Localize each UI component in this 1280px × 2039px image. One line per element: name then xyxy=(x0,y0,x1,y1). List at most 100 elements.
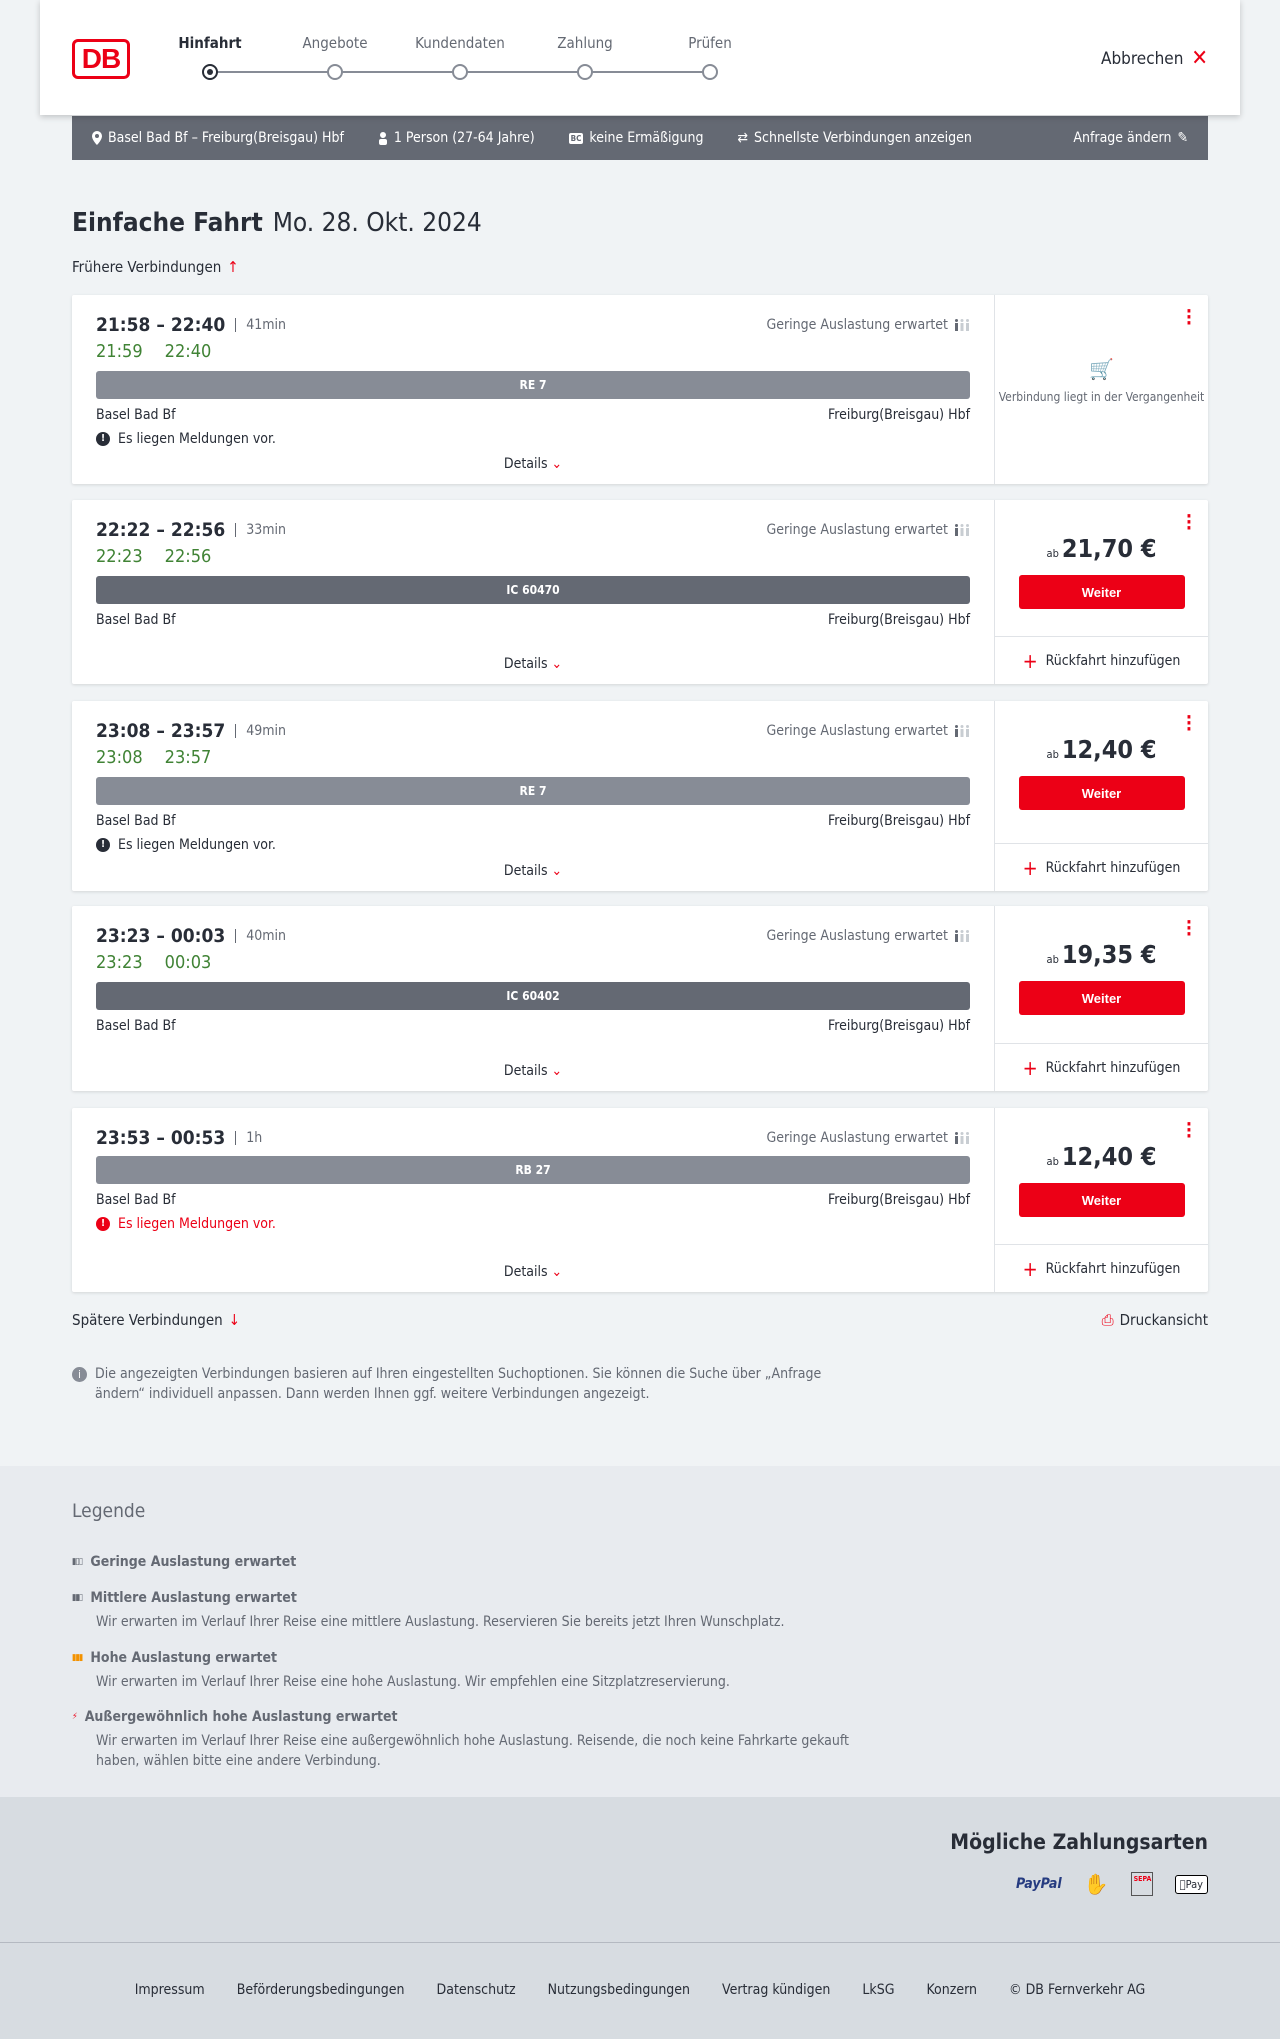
legend-item: ▮▯▯ Geringe Auslastung erwartet xyxy=(72,1554,297,1570)
details-toggle[interactable]: Details ⌄ xyxy=(503,456,563,472)
realtime-arrival: 22:56 xyxy=(164,546,212,567)
step-indicator[interactable] xyxy=(202,64,218,80)
realtime-arrival: 22:40 xyxy=(164,341,212,362)
realtime-departure: 23:08 xyxy=(96,747,143,768)
more-options-icon[interactable]: · · · xyxy=(1185,707,1192,740)
cancel-button[interactable]: Abbrechen ✕ xyxy=(1101,46,1208,71)
cart-unavailable-icon: 🛒 xyxy=(1089,357,1114,381)
discount: BC keine Ermäßigung xyxy=(568,130,704,146)
origin-station: Basel Bad Bf xyxy=(96,407,176,423)
plus-icon: + xyxy=(1022,1055,1038,1080)
continue-button[interactable]: Weiter xyxy=(1018,981,1185,1015)
add-return-button[interactable]: + Rückfahrt hinzufügen xyxy=(995,843,1208,891)
plus-icon: + xyxy=(1022,855,1038,880)
continue-button[interactable]: Weiter xyxy=(1018,776,1185,810)
cancel-label: Abbrechen xyxy=(1100,48,1184,69)
destination-station: Freiburg(Breisgau) Hbf xyxy=(827,1018,970,1034)
origin-station: Basel Bad Bf xyxy=(96,1192,176,1208)
step-indicator[interactable] xyxy=(452,64,468,80)
occupancy-indicator: Geringe Auslastung erwartet xyxy=(766,317,970,333)
schedule-times: 23:08 – 23:57 49min xyxy=(96,720,287,742)
details-toggle[interactable]: Details ⌄ xyxy=(503,1063,563,1079)
edit-request-button[interactable]: Anfrage ändern ✎ xyxy=(1073,130,1188,146)
occupancy-indicator: Geringe Auslastung erwartet xyxy=(766,1130,970,1146)
later-connections-link[interactable]: Spätere Verbindungen ↓ xyxy=(72,1311,241,1329)
alert-icon: ! xyxy=(96,432,110,446)
footer-link[interactable]: Konzern xyxy=(926,1982,977,1998)
realtime-departure: 23:23 xyxy=(96,952,143,973)
connection-card[interactable]: 23:23 – 00:03 40min Geringe Auslastung er… xyxy=(72,906,1208,1091)
person-icon xyxy=(378,131,387,145)
footer-link[interactable]: Vertrag kündigen xyxy=(722,1982,831,1998)
connection-card[interactable]: 22:22 – 22:56 33min Geringe Auslastung er… xyxy=(72,500,1208,684)
occupancy-indicator: Geringe Auslastung erwartet xyxy=(766,522,970,538)
connection-card[interactable]: 21:58 – 22:40 41min Geringe Auslastung er… xyxy=(72,295,1208,484)
route: Basel Bad Bf – Freiburg(Breisgau) Hbf xyxy=(92,130,344,146)
duration: 41min xyxy=(235,318,286,332)
realtime-departure: 21:59 xyxy=(96,341,143,362)
add-return-button[interactable]: + Rückfahrt hinzufügen xyxy=(995,1244,1208,1292)
footer-link[interactable]: Beförderungsbedingungen xyxy=(236,1982,405,1998)
occupancy-level-icon: ▮▯▯ xyxy=(72,1557,83,1567)
plus-icon: + xyxy=(1022,648,1038,673)
payment-title: Mögliche Zahlungsarten xyxy=(950,1830,1208,1854)
bahncard-icon: BC xyxy=(568,132,584,144)
step-indicator[interactable] xyxy=(577,64,593,80)
sepa-icon: SEPA xyxy=(1130,1872,1153,1896)
continue-button[interactable]: Weiter xyxy=(1018,1183,1185,1217)
earlier-connections-link[interactable]: Frühere Verbindungen ↑ xyxy=(72,258,239,276)
train-bar: RE 7 xyxy=(96,777,970,805)
location-pin-icon xyxy=(92,131,102,145)
step-label: Prüfen xyxy=(688,34,732,52)
add-return-button[interactable]: + Rückfahrt hinzufügen xyxy=(995,1043,1208,1091)
more-options-icon[interactable]: · · · xyxy=(1185,1114,1192,1147)
card-hand-icon: ✋ xyxy=(1083,1872,1109,1896)
occupancy-low-icon xyxy=(955,930,969,942)
continue-button[interactable]: Weiter xyxy=(1018,575,1185,609)
connection-card[interactable]: 23:53 – 00:53 1h Geringe Auslastung erwar… xyxy=(72,1108,1208,1292)
payment-methods: Mögliche Zahlungsarten PayPal ✋ SEPA Pa… xyxy=(0,1797,1280,1942)
footer-link[interactable]: Impressum xyxy=(134,1982,205,1998)
legend-item: ▮▮▮ Hohe Auslastung erwartet Wir erwarten … xyxy=(72,1650,730,1690)
past-connection-note: Verbindung liegt in der Vergangenheit xyxy=(998,390,1205,404)
fastest-connections: ⇄ Schnellste Verbindungen anzeigen xyxy=(737,130,972,146)
more-options-icon[interactable]: · · · xyxy=(1185,912,1192,945)
step-indicator[interactable] xyxy=(702,64,718,80)
train-bar: IC 60402 xyxy=(96,982,970,1010)
travel-date: Mo. 28. Okt. 2024 xyxy=(272,208,482,238)
duration: 49min xyxy=(235,724,286,738)
more-options-icon[interactable]: · · · xyxy=(1185,301,1192,334)
details-toggle[interactable]: Details ⌄ xyxy=(503,1264,563,1280)
details-toggle[interactable]: Details ⌄ xyxy=(503,656,563,672)
alert-icon: ! xyxy=(96,1217,110,1231)
details-toggle[interactable]: Details ⌄ xyxy=(503,863,563,879)
train-bar: RE 7 xyxy=(96,371,970,399)
step-label: Zahlung xyxy=(557,34,613,52)
realtime: 21:59 22:40 xyxy=(96,341,970,365)
info-note: i Die angezeigten Verbindungen basieren a… xyxy=(72,1364,852,1404)
legend-title: Legende xyxy=(72,1500,146,1522)
destination-station: Freiburg(Breisgau) Hbf xyxy=(827,612,970,628)
page-title: Einfache Fahrt Mo. 28. Okt. 2024 xyxy=(72,208,482,238)
chevron-down-icon: ⌄ xyxy=(551,456,563,472)
chevron-down-icon: ⌄ xyxy=(551,656,563,672)
db-logo[interactable]: DB xyxy=(72,39,130,79)
price: ab 21,70 € xyxy=(1046,534,1157,563)
train-bar: IC 60470 xyxy=(96,576,970,604)
paypal-icon: PayPal xyxy=(1015,1876,1062,1892)
search-summary-bar: Basel Bad Bf – Freiburg(Breisgau) Hbf 1 … xyxy=(72,116,1208,160)
more-options-icon[interactable]: · · · xyxy=(1185,506,1192,539)
pencil-icon: ✎ xyxy=(1177,130,1188,146)
connection-card[interactable]: 23:08 – 23:57 49min Geringe Auslastung er… xyxy=(72,701,1208,891)
train-bar: RB 27 xyxy=(96,1156,970,1184)
add-return-button[interactable]: + Rückfahrt hinzufügen xyxy=(995,636,1208,684)
footer-link[interactable]: LkSG xyxy=(862,1982,895,1998)
alert-icon: ! xyxy=(96,838,110,852)
print-view-link[interactable]: ⎙ Druckansicht xyxy=(1101,1311,1208,1329)
disruption-message: ! Es liegen Meldungen vor. xyxy=(96,837,970,853)
step-indicator[interactable] xyxy=(327,64,343,80)
price: ab 12,40 € xyxy=(1046,735,1157,764)
schedule-times: 23:53 – 00:53 1h xyxy=(96,1127,263,1149)
footer-link[interactable]: Datenschutz xyxy=(436,1982,516,1998)
footer-link[interactable]: Nutzungsbedingungen xyxy=(547,1982,691,1998)
